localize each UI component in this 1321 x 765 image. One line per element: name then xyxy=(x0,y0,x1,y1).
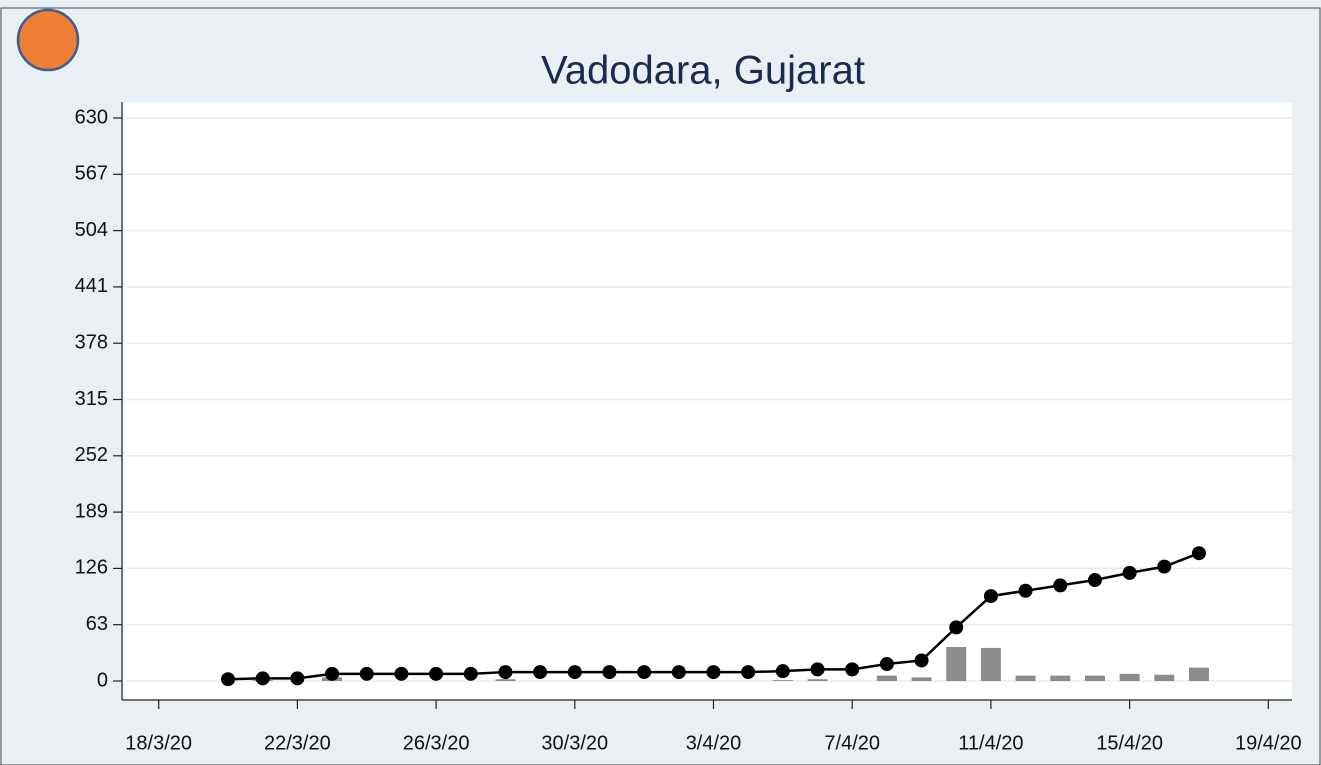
bar xyxy=(1154,674,1175,681)
plot-area xyxy=(124,102,1292,700)
bar xyxy=(980,647,1001,681)
point xyxy=(359,666,374,681)
y-tick-label: 315 xyxy=(75,388,108,410)
point xyxy=(602,665,617,680)
y-tick-label: 63 xyxy=(86,613,108,635)
point xyxy=(1122,565,1137,580)
point xyxy=(775,664,790,679)
x-tick-label: 15/4/20 xyxy=(1096,732,1163,754)
point xyxy=(1191,546,1206,561)
y-tick-label: 0 xyxy=(97,669,108,691)
point xyxy=(463,666,478,681)
point xyxy=(741,665,756,680)
y-tick-label: 126 xyxy=(75,557,108,579)
point xyxy=(949,620,964,635)
point xyxy=(671,665,686,680)
x-tick-label: 3/4/20 xyxy=(686,732,742,754)
point xyxy=(498,665,513,680)
point xyxy=(1018,583,1033,598)
point xyxy=(429,666,444,681)
point xyxy=(879,657,894,672)
y-tick-label: 189 xyxy=(75,500,108,522)
point xyxy=(255,671,270,686)
bar xyxy=(1015,675,1036,681)
bar xyxy=(1050,675,1071,681)
bar xyxy=(1188,667,1209,681)
point xyxy=(637,665,652,680)
y-tick-label: 630 xyxy=(75,106,108,128)
x-tick-label: 26/3/20 xyxy=(403,732,470,754)
point xyxy=(845,662,860,677)
point xyxy=(290,671,305,686)
bar xyxy=(876,675,897,681)
x-tick-label: 11/4/20 xyxy=(958,732,1023,754)
y-tick-label: 441 xyxy=(75,275,108,297)
x-tick-label: 18/3/20 xyxy=(125,732,192,754)
bar xyxy=(946,647,967,681)
x-tick-label: 22/3/20 xyxy=(264,732,331,754)
point xyxy=(810,662,825,677)
point xyxy=(221,672,236,687)
point xyxy=(983,589,998,604)
bar xyxy=(495,679,516,681)
bar xyxy=(807,679,828,681)
y-tick-label: 252 xyxy=(75,444,108,466)
y-tick-label: 504 xyxy=(75,219,108,241)
point xyxy=(533,665,548,680)
bar xyxy=(772,680,793,681)
point xyxy=(914,653,929,668)
point xyxy=(1087,573,1102,588)
bar xyxy=(1119,673,1140,681)
frame xyxy=(0,7,1321,765)
point xyxy=(394,666,409,681)
point xyxy=(706,665,721,680)
point xyxy=(1053,578,1068,593)
x-tick-label: 30/3/20 xyxy=(541,732,608,754)
x-tick-label: 19/4/20 xyxy=(1235,732,1302,754)
point xyxy=(1157,559,1172,574)
point xyxy=(567,665,582,680)
point xyxy=(325,666,340,681)
y-tick-label: 378 xyxy=(75,331,108,353)
chart-title: Vadodara, Gujarat xyxy=(541,49,865,93)
y-tick-label: 567 xyxy=(75,163,108,185)
decoration-circle xyxy=(16,8,80,72)
bar xyxy=(911,677,932,681)
bar xyxy=(1084,675,1105,681)
x-tick-label: 7/4/20 xyxy=(824,732,880,754)
